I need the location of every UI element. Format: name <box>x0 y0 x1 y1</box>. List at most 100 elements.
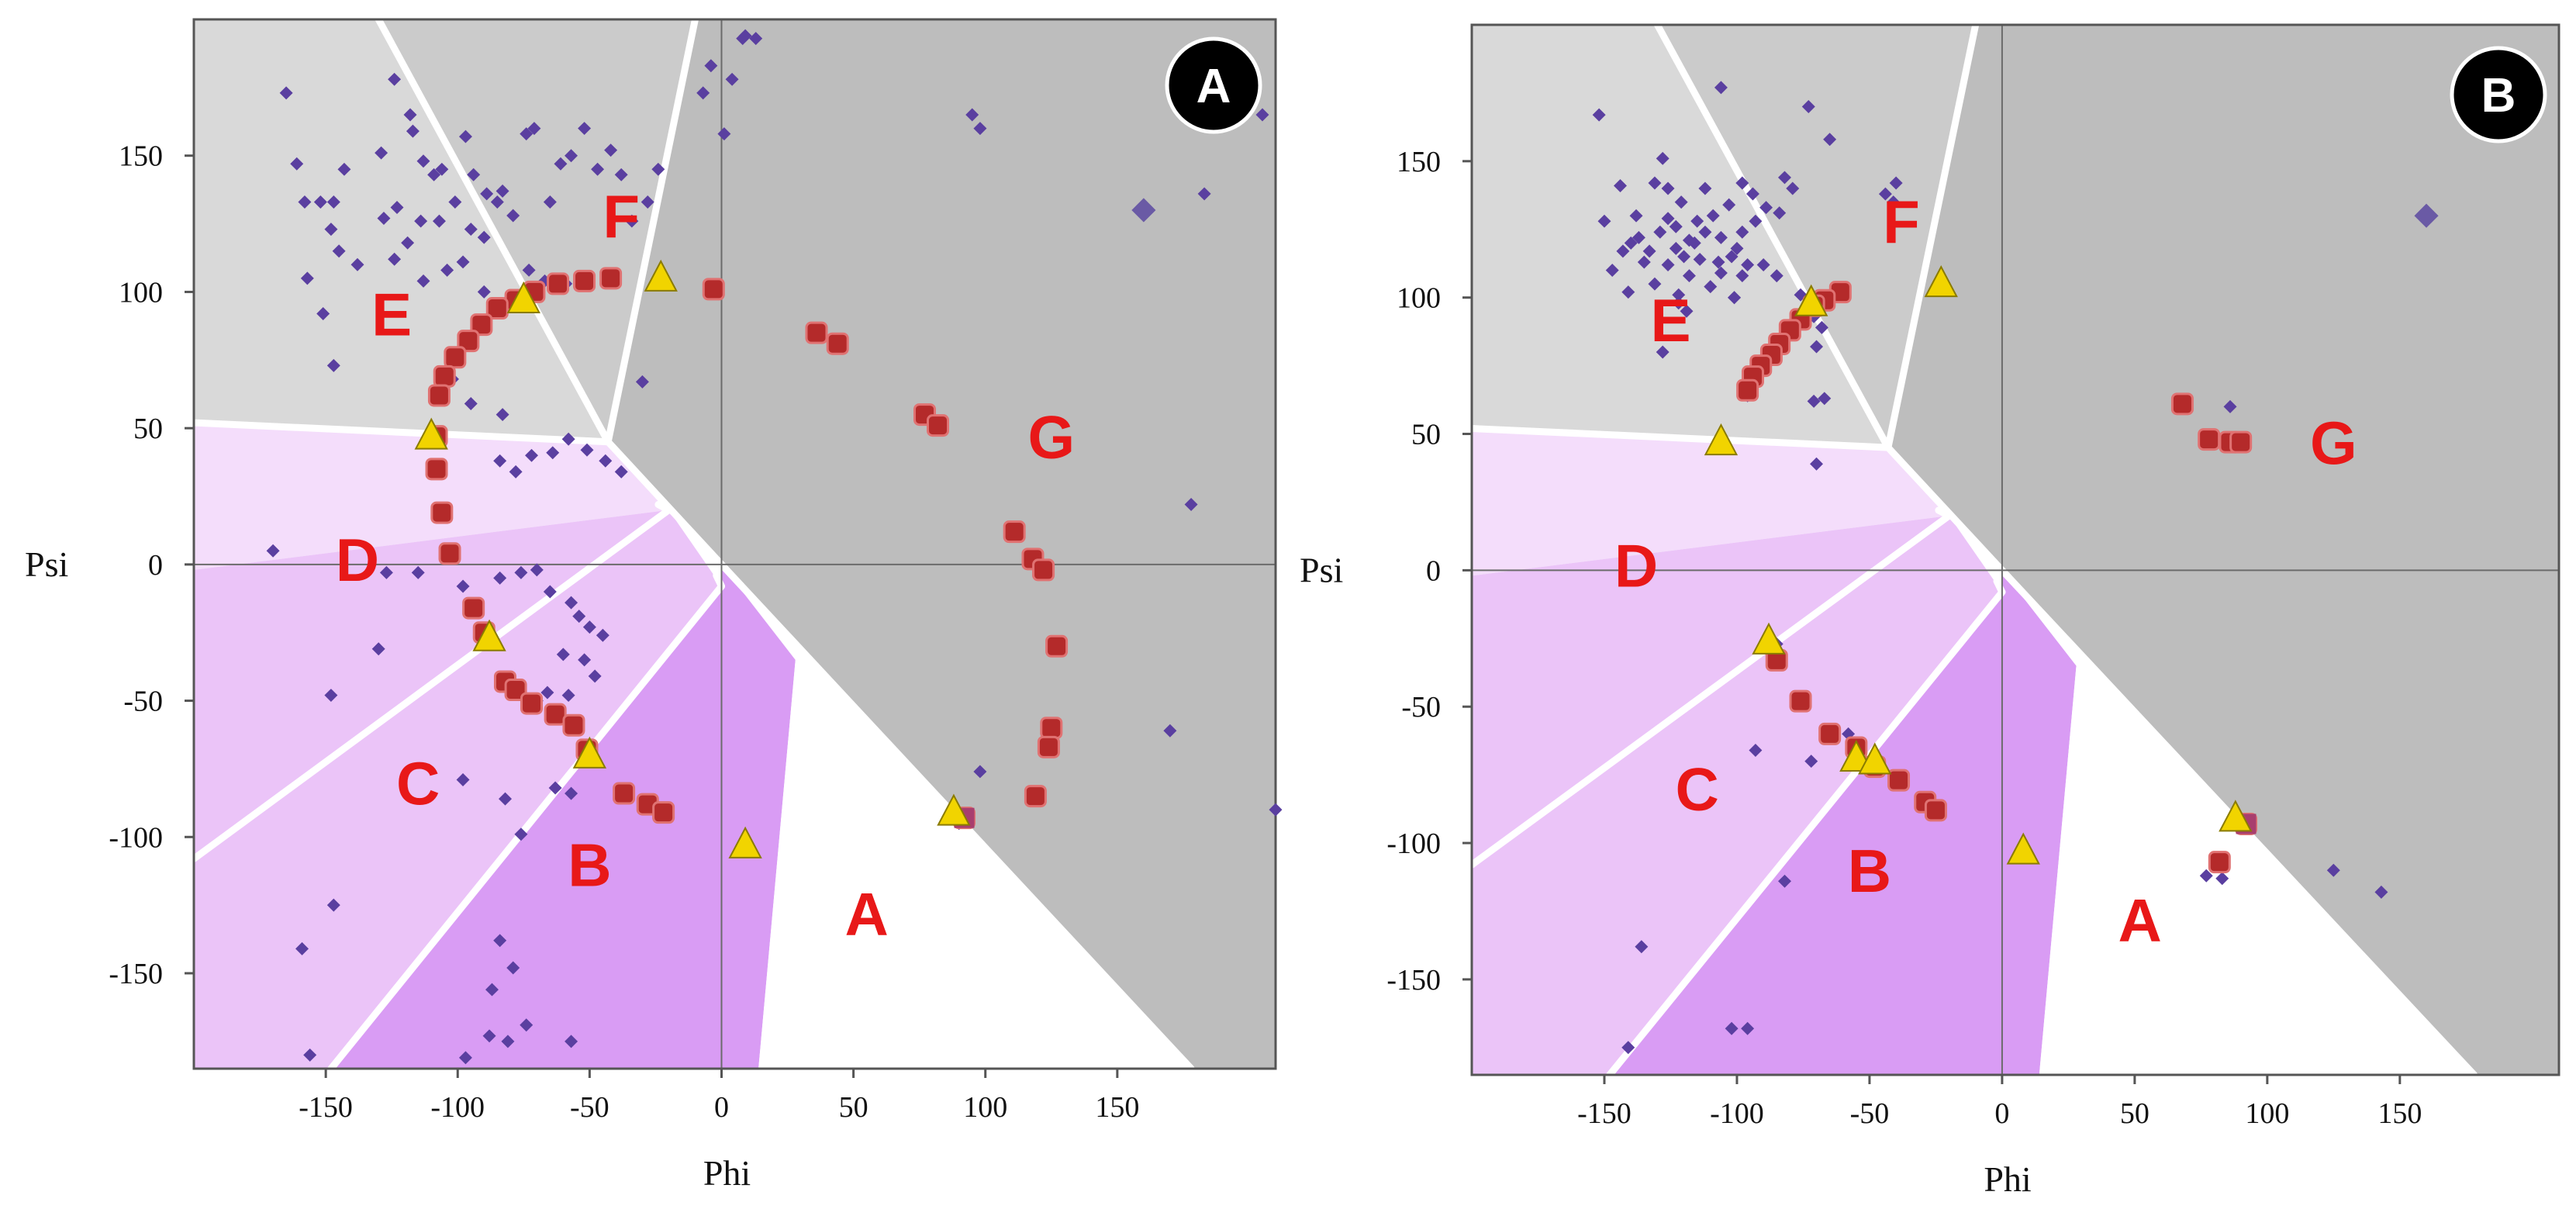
y-axis-label: Psi <box>1300 550 1343 589</box>
blue-data-point <box>295 941 309 955</box>
region-label-g: G <box>1027 403 1075 472</box>
blue-data-point <box>1605 264 1619 278</box>
blue-data-point <box>525 448 539 462</box>
red-path-point <box>1037 735 1060 758</box>
red-path-point <box>1736 378 1759 402</box>
blue-data-point <box>625 214 639 228</box>
blue-data-point <box>548 781 562 795</box>
blue-data-point <box>1680 304 1694 318</box>
blue-data-point <box>482 1029 496 1043</box>
y-tick-label: 100 <box>1397 282 1441 315</box>
blue-data-point <box>572 610 586 624</box>
blue-data-point <box>499 792 512 806</box>
red-path-point <box>1032 558 1055 582</box>
region-boundary <box>604 438 725 568</box>
blue-data-point <box>1698 225 1712 239</box>
y-tick-label: 0 <box>1426 554 1441 587</box>
x-tick-label: 50 <box>839 1091 868 1124</box>
blue-data-point <box>514 827 528 841</box>
blue-data-point <box>371 642 385 656</box>
blue-data-point <box>546 446 560 460</box>
blue-data-point <box>1616 244 1630 258</box>
red-path-point <box>926 414 949 437</box>
blue-data-point <box>350 257 364 271</box>
red-path-point <box>520 692 544 715</box>
blue-data-point <box>1184 498 1198 512</box>
red-path-point <box>613 782 636 805</box>
blue-data-point <box>375 146 388 160</box>
y-tick-label: 100 <box>119 276 163 309</box>
x-axis-label: Phi <box>1984 1159 2031 1199</box>
blue-data-point <box>493 571 507 585</box>
region-boundary <box>654 501 672 514</box>
region-label-b: B <box>568 831 611 899</box>
region-c-area <box>1472 516 2002 1075</box>
blue-data-point <box>578 653 592 667</box>
triangle-marker <box>937 793 971 826</box>
region-boundary <box>604 16 699 446</box>
plot-frame <box>1470 23 2560 1076</box>
blue-data-point <box>1592 108 1606 122</box>
triangle-marker <box>1752 622 1786 655</box>
triangle-marker <box>472 619 506 651</box>
triangle-marker <box>1924 264 1958 298</box>
blue-data-point <box>973 765 987 779</box>
region-d-area <box>194 423 722 570</box>
y-tick-label: 150 <box>119 140 163 173</box>
blue-data-point <box>530 563 544 577</box>
panel-badge-label: A <box>1196 60 1231 113</box>
red-path-point <box>1045 634 1069 658</box>
triangle-marker <box>2006 832 2040 865</box>
region-label-d: D <box>336 526 379 594</box>
region-boundary <box>1468 424 1892 451</box>
x-tick-label: -150 <box>1577 1097 1632 1130</box>
triangle-marker <box>1858 742 1892 775</box>
blue-data-point <box>1163 724 1177 738</box>
triangle-marker <box>572 736 607 769</box>
red-path-point <box>2198 428 2221 451</box>
blue-data-point <box>401 236 415 250</box>
region-g-area <box>1887 25 2559 1075</box>
triangle-marker <box>414 417 448 450</box>
x-tick-label: 100 <box>963 1091 1007 1124</box>
y-tick-label: 50 <box>1411 419 1441 451</box>
blue-data-point <box>490 195 504 209</box>
triangle-marker <box>728 826 762 858</box>
red-path-point <box>573 269 596 292</box>
blue-data-point <box>565 596 578 610</box>
y-tick-label: 150 <box>1397 146 1441 178</box>
blue-data-point <box>506 209 520 223</box>
region-label-a: A <box>844 880 888 948</box>
blue-data-point <box>1773 206 1787 220</box>
y-tick-label: -150 <box>109 958 163 990</box>
y-axis-label: Psi <box>25 544 68 584</box>
red-path-point <box>1924 799 1947 822</box>
region-boundary <box>190 419 612 446</box>
blue-data-point <box>1704 280 1718 294</box>
region-label-g: G <box>2310 409 2357 477</box>
panel-badge <box>2450 46 2547 143</box>
region-boundary <box>190 506 672 862</box>
x-tick-label: 0 <box>714 1091 729 1124</box>
red-path-point <box>1040 717 1063 740</box>
blue-data-point <box>303 1048 317 1062</box>
blue-data-point <box>1725 1021 1739 1035</box>
x-tick-label: 150 <box>1095 1091 1139 1124</box>
region-label-f: F <box>603 182 640 250</box>
blue-data-point <box>1648 176 1662 190</box>
red-path-point <box>470 313 493 337</box>
panel-badge-label: B <box>2481 69 2516 123</box>
blue-data-point <box>1693 252 1707 266</box>
blue-data-point <box>2215 872 2229 886</box>
region-label-e: E <box>371 281 412 349</box>
y-tick-label: -50 <box>123 686 163 718</box>
red-path-point <box>826 332 849 355</box>
blue-data-point <box>416 274 430 288</box>
blue-data-point <box>480 187 494 201</box>
blue-data-point <box>432 214 446 228</box>
region-boundary <box>375 16 612 446</box>
plot-frame <box>192 18 1277 1070</box>
blue-data-point <box>403 108 417 122</box>
blue-data-point <box>580 443 594 457</box>
blue-data-point <box>290 157 304 171</box>
